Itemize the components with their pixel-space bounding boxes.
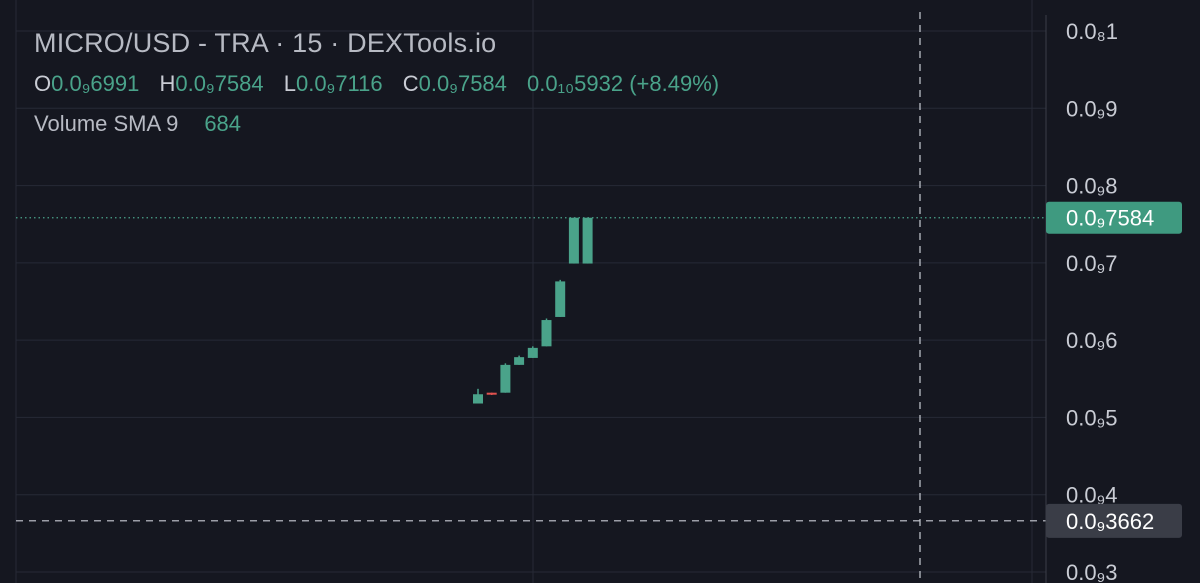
candle-body xyxy=(541,320,552,347)
price-lines xyxy=(16,12,1046,583)
crosshair-price-label: 0.0₉3662 xyxy=(1066,509,1154,534)
last-price-label: 0.0₉7584 xyxy=(1066,206,1154,231)
y-tick-label: 0.0₉3 xyxy=(1066,560,1118,583)
candle-body xyxy=(582,217,593,264)
candles xyxy=(473,217,593,404)
candle-body xyxy=(486,392,497,395)
candle-body xyxy=(473,394,483,404)
y-tick-label: 0.0₉4 xyxy=(1066,483,1118,508)
y-tick-label: 0.0₉7 xyxy=(1066,251,1118,276)
candle-body xyxy=(527,347,538,358)
y-tick-label: 0.0₉5 xyxy=(1066,405,1118,430)
y-tick-label: 0.0₉8 xyxy=(1066,174,1118,199)
last-price-badge xyxy=(1046,201,1182,234)
y-tick-label: 0.0₉6 xyxy=(1066,328,1118,353)
y-axis: 0.0₈10.0₉90.0₉80.0₉70.0₉60.0₉50.0₉40.0₉3… xyxy=(1045,15,1182,583)
candle-body xyxy=(500,364,511,393)
y-tick-label: 0.0₈1 xyxy=(1066,19,1118,44)
crosshair-price-badge xyxy=(1046,503,1182,538)
y-tick-label: 0.0₉9 xyxy=(1066,96,1118,121)
candle-body xyxy=(555,281,566,317)
candle-body xyxy=(568,217,579,264)
grid xyxy=(15,0,1046,583)
candle-body xyxy=(514,357,525,365)
